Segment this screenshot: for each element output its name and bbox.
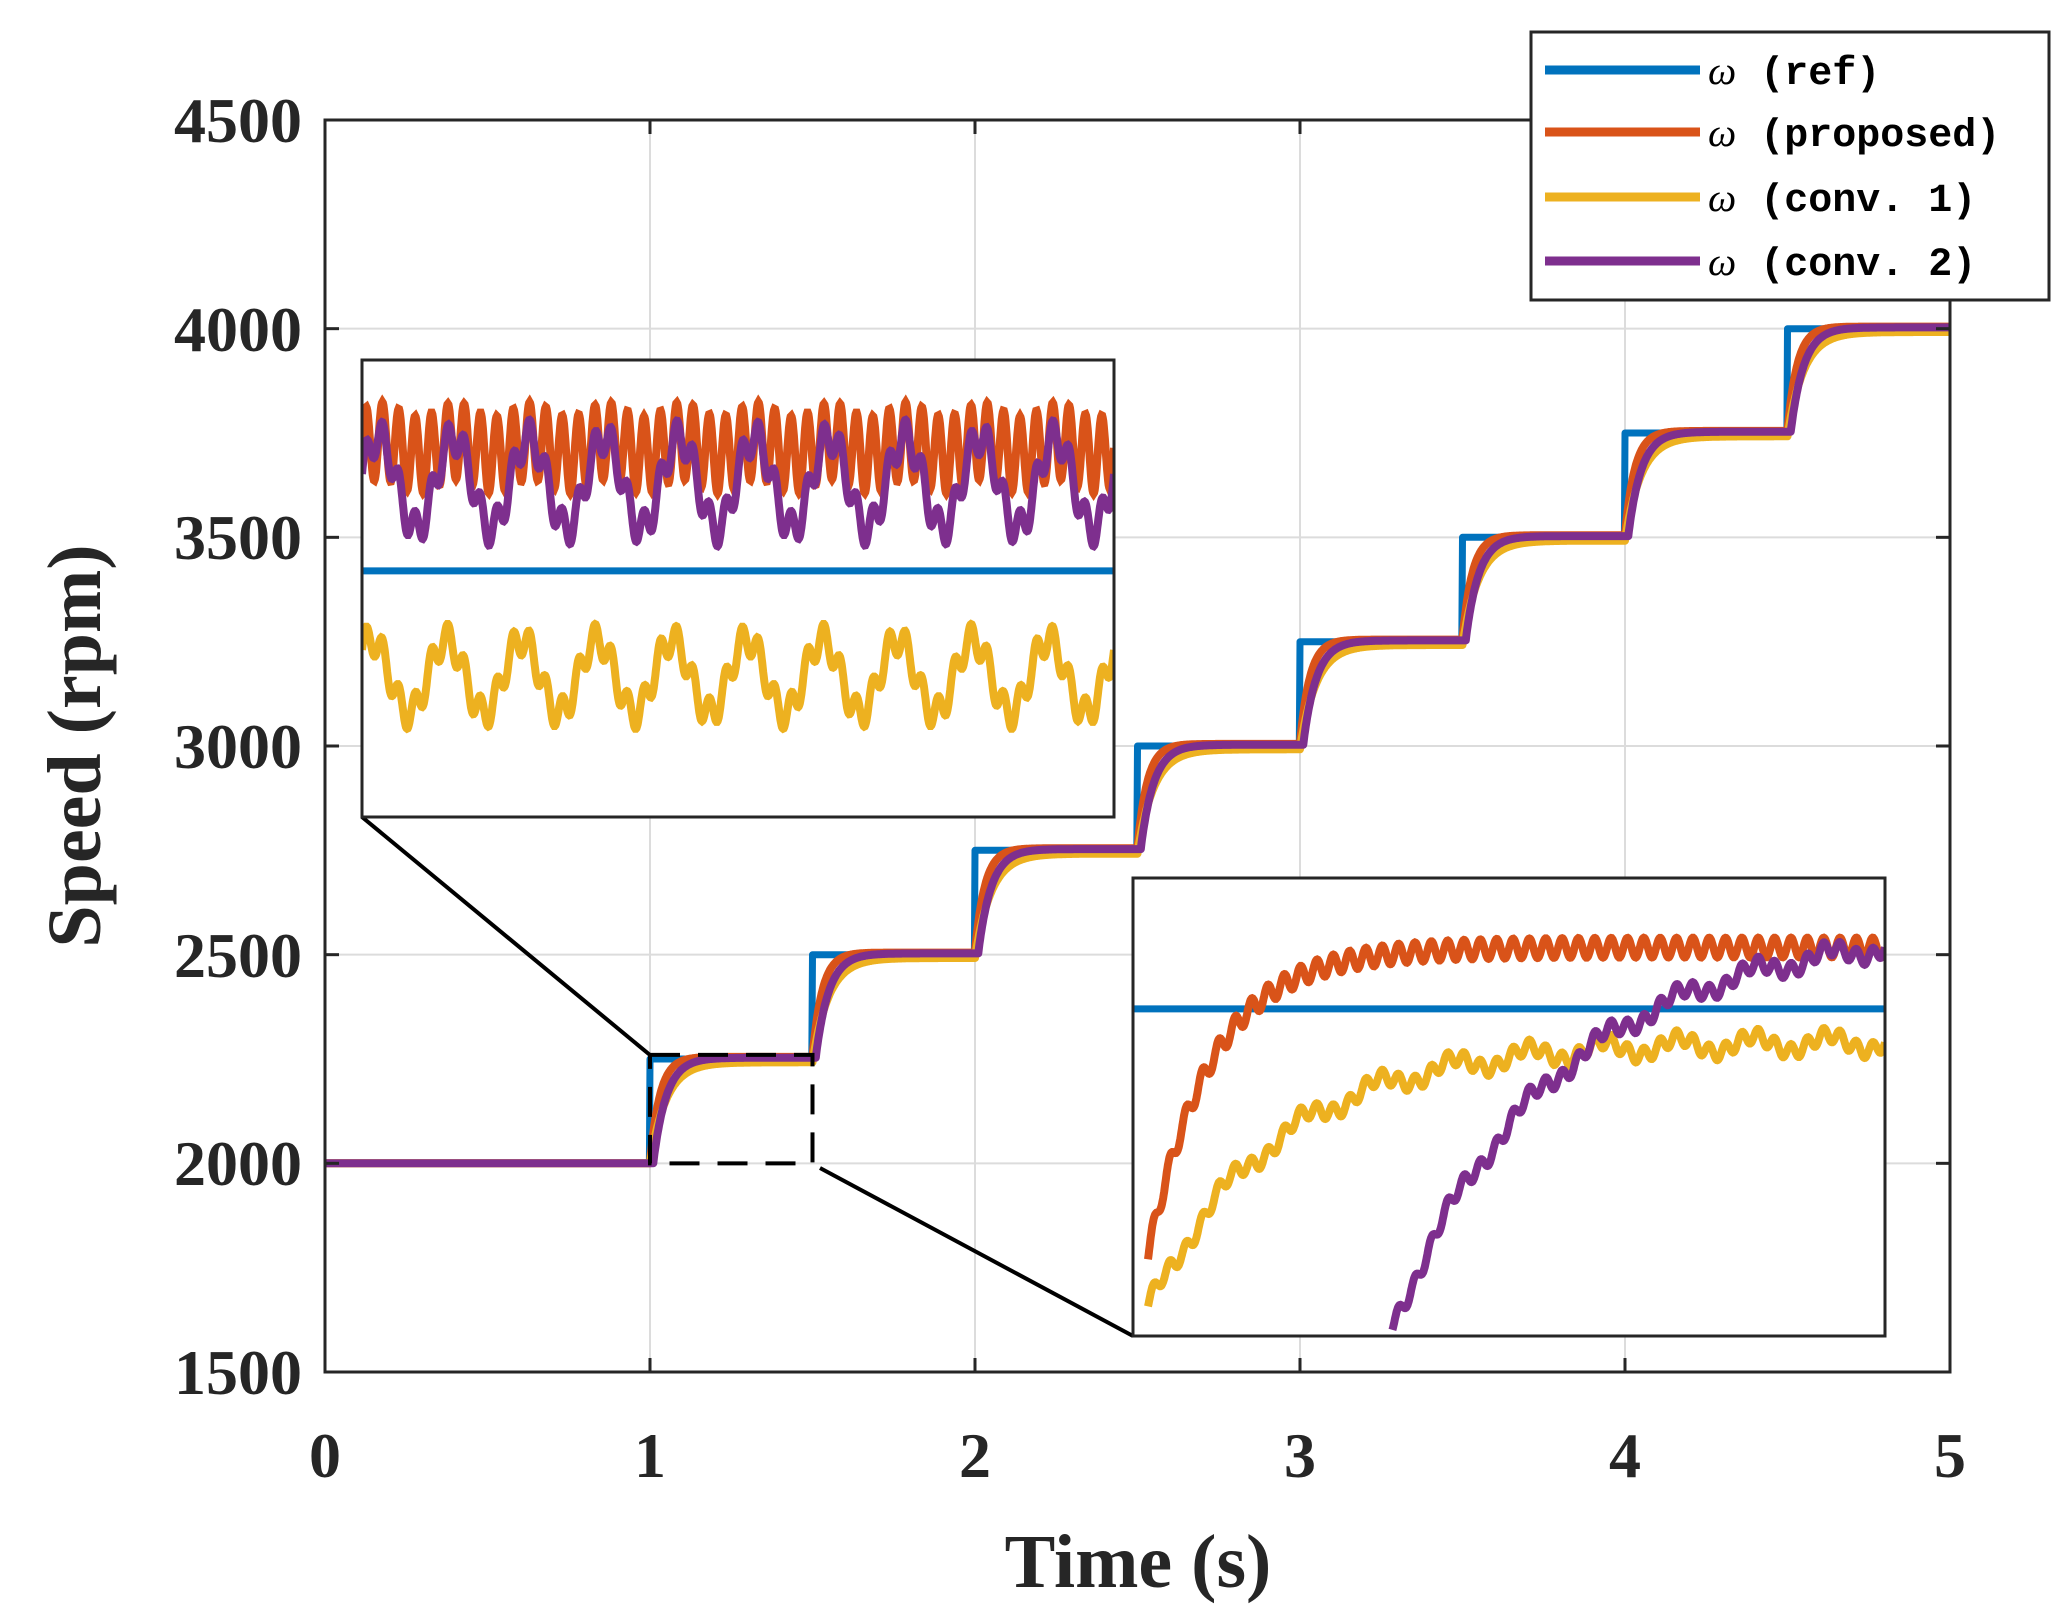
legend-entry-proposed: ω (proposed) bbox=[1708, 110, 2000, 159]
inset-upper-conv2 bbox=[362, 415, 1114, 551]
legend-omega-conv2: ω bbox=[1708, 239, 1736, 284]
y-axis-title: Speed (rpm) bbox=[33, 544, 117, 947]
x-axis-title: Time (s) bbox=[1005, 1520, 1272, 1604]
legend-omega-conv1: ω bbox=[1708, 175, 1736, 220]
x-tick-5: 5 bbox=[1934, 1420, 1966, 1491]
legend-entry-conv1: ω (conv. 1) bbox=[1708, 175, 1976, 224]
x-tick-labels: 0 1 2 3 4 5 bbox=[309, 1420, 1966, 1491]
zoom-region-box bbox=[648, 1052, 815, 1166]
legend-entry-conv2: ω (conv. 2) bbox=[1708, 239, 1976, 288]
inset-lower bbox=[1131, 876, 1887, 1338]
y-tick-2000: 2000 bbox=[174, 1128, 302, 1199]
y-tick-4000: 4000 bbox=[174, 294, 302, 365]
x-tick-4: 4 bbox=[1609, 1420, 1641, 1491]
inset-upper-series bbox=[362, 394, 1114, 734]
y-tick-labels: 1500 2000 2500 3000 3500 4000 4500 bbox=[174, 85, 302, 1408]
x-tick-2: 2 bbox=[959, 1420, 991, 1491]
legend-box bbox=[1529, 30, 2051, 302]
legend-entry-ref: ω (ref) bbox=[1708, 48, 1880, 97]
y-tick-1500: 1500 bbox=[174, 1337, 302, 1408]
x-tick-3: 3 bbox=[1284, 1420, 1316, 1491]
connector-upper-inset bbox=[360, 815, 652, 1057]
inset-lower-series bbox=[1133, 933, 1885, 1331]
legend-label-proposed: (proposed) bbox=[1736, 114, 2000, 159]
x-tick-1: 1 bbox=[634, 1420, 666, 1491]
y-tick-3500: 3500 bbox=[174, 502, 302, 573]
connector-lower-inset bbox=[819, 1166, 1134, 1338]
y-tick-2500: 2500 bbox=[174, 920, 302, 991]
series-line-3 bbox=[325, 323, 1950, 1168]
y-tick-3000: 3000 bbox=[174, 711, 302, 782]
x-tick-0: 0 bbox=[309, 1420, 341, 1491]
legend-label-conv1: (conv. 1) bbox=[1736, 179, 1976, 224]
inset-lower-frame bbox=[1131, 876, 1887, 1338]
legend-label-conv2: (conv. 2) bbox=[1736, 243, 1976, 288]
inset-upper bbox=[360, 358, 1116, 819]
legend: ω (ref) ω (proposed) ω (conv. 1) ω (conv… bbox=[1529, 30, 2051, 302]
legend-label-ref: (ref) bbox=[1736, 52, 1880, 97]
inset-lower-proposed bbox=[1144, 933, 1885, 1260]
inset-upper-frame bbox=[360, 358, 1116, 819]
inset-lower-conv1 bbox=[1144, 1024, 1885, 1308]
tick-marks bbox=[323, 118, 1952, 1374]
inset-lower-conv2 bbox=[1388, 937, 1885, 1331]
inset-upper-conv1 bbox=[362, 619, 1114, 734]
main-series-group bbox=[325, 322, 1950, 1168]
y-tick-4500: 4500 bbox=[174, 85, 302, 156]
legend-omega-proposed: ω bbox=[1708, 110, 1736, 155]
legend-omega-ref: ω bbox=[1708, 48, 1736, 93]
